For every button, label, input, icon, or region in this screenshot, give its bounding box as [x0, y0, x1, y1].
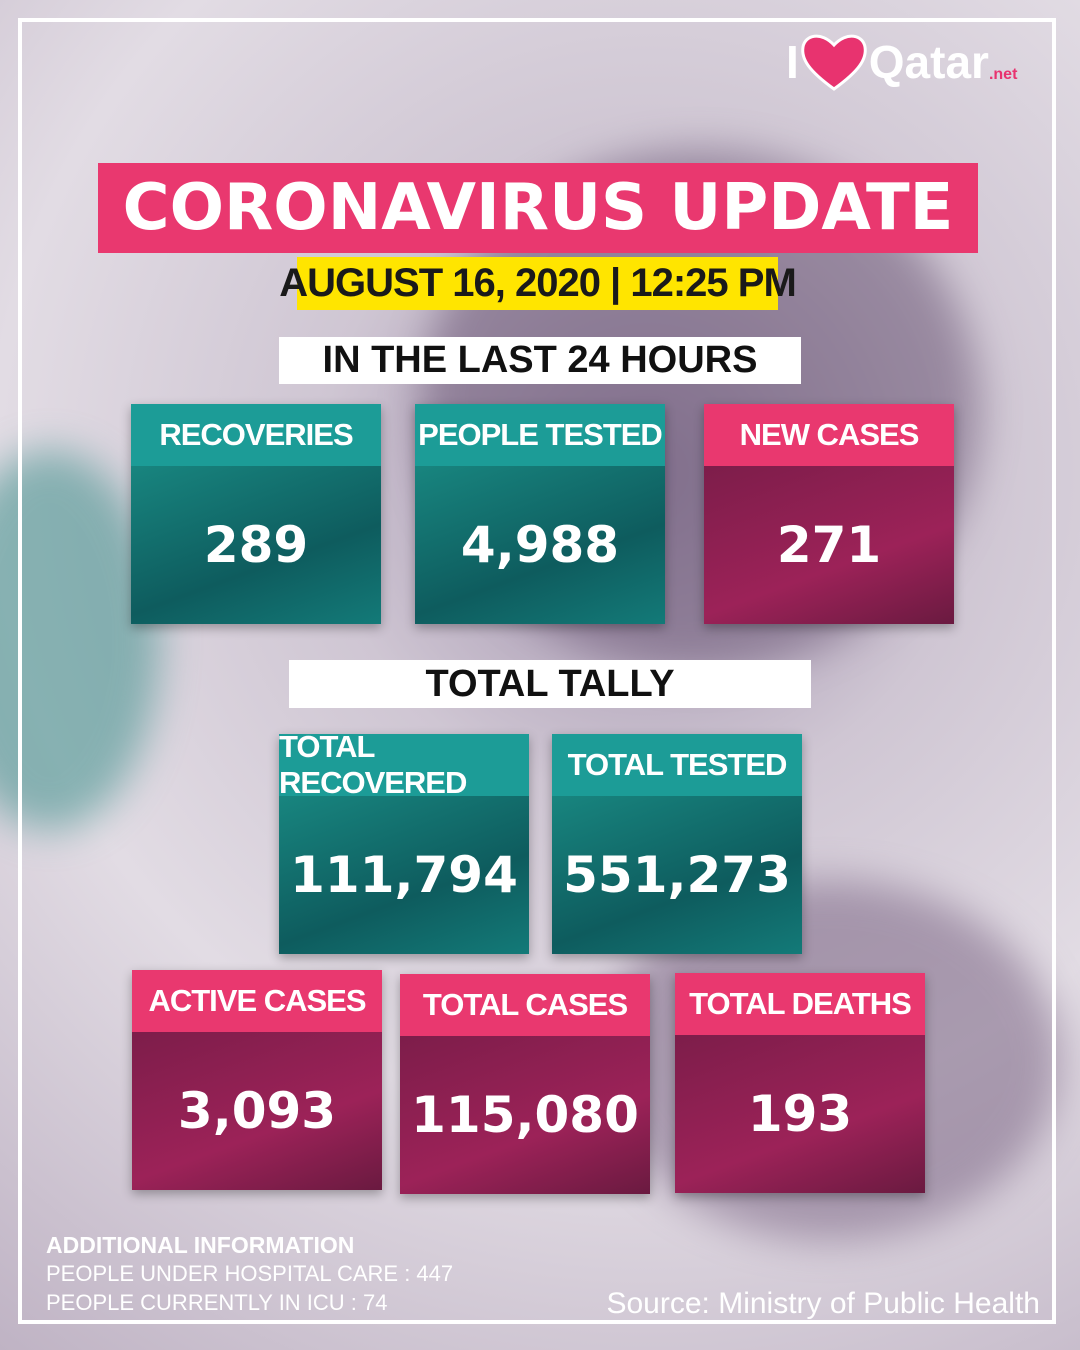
- card-value: 115,080: [400, 1036, 650, 1194]
- stat-card: TOTAL TESTED 551,273: [552, 734, 802, 954]
- additional-line: PEOPLE CURRENTLY IN ICU : 74: [46, 1290, 388, 1315]
- frame: [18, 18, 1056, 1324]
- additional-line: PEOPLE UNDER HOSPITAL CARE : 447: [46, 1261, 454, 1286]
- logo-heart: [801, 34, 867, 91]
- section-heading: TOTAL TALLY: [289, 660, 811, 708]
- card-label: NEW CASES: [704, 404, 954, 466]
- card-label: ACTIVE CASES: [132, 970, 382, 1032]
- logo-prefix: I: [786, 36, 799, 88]
- logo-name: Qatar: [868, 36, 989, 88]
- section-heading: IN THE LAST 24 HOURS: [279, 337, 801, 384]
- card-label: TOTAL DEATHS: [675, 973, 925, 1035]
- stat-card: TOTAL DEATHS 193: [675, 973, 925, 1193]
- date: AUGUST 16, 2020 | 12:25 PM: [279, 257, 797, 310]
- card-value: 111,794: [279, 796, 529, 954]
- card-label: TOTAL CASES: [400, 974, 650, 1036]
- card-value: 3,093: [132, 1032, 382, 1190]
- card-value: 551,273: [552, 796, 802, 954]
- card-label: TOTAL RECOVERED: [279, 729, 529, 800]
- card-label: TOTAL TESTED: [552, 734, 802, 796]
- stat-card: TOTAL RECOVERED 111,794: [279, 729, 529, 954]
- card-value: 193: [675, 1035, 925, 1193]
- card-value: 289: [131, 466, 381, 624]
- title: CORONAVIRUS UPDATE: [98, 163, 978, 253]
- card-label: RECOVERIES: [131, 404, 381, 466]
- stat-card: RECOVERIES 289: [131, 404, 381, 624]
- card-label: PEOPLE TESTED: [415, 404, 665, 466]
- stat-card: TOTAL CASES 115,080: [400, 974, 650, 1194]
- card-value: 4,988: [415, 466, 665, 624]
- stat-card: NEW CASES 271: [704, 404, 954, 624]
- stat-card: PEOPLE TESTED 4,988: [415, 404, 665, 624]
- additional-heading: ADDITIONAL INFORMATION: [46, 1232, 355, 1258]
- card-value: 271: [704, 466, 954, 624]
- logo-suffix: .net: [988, 66, 1018, 83]
- source: Source: Ministry of Public Health: [606, 1287, 1040, 1320]
- logo: I Qatar .net: [786, 32, 1017, 92]
- stat-card: ACTIVE CASES 3,093: [132, 970, 382, 1190]
